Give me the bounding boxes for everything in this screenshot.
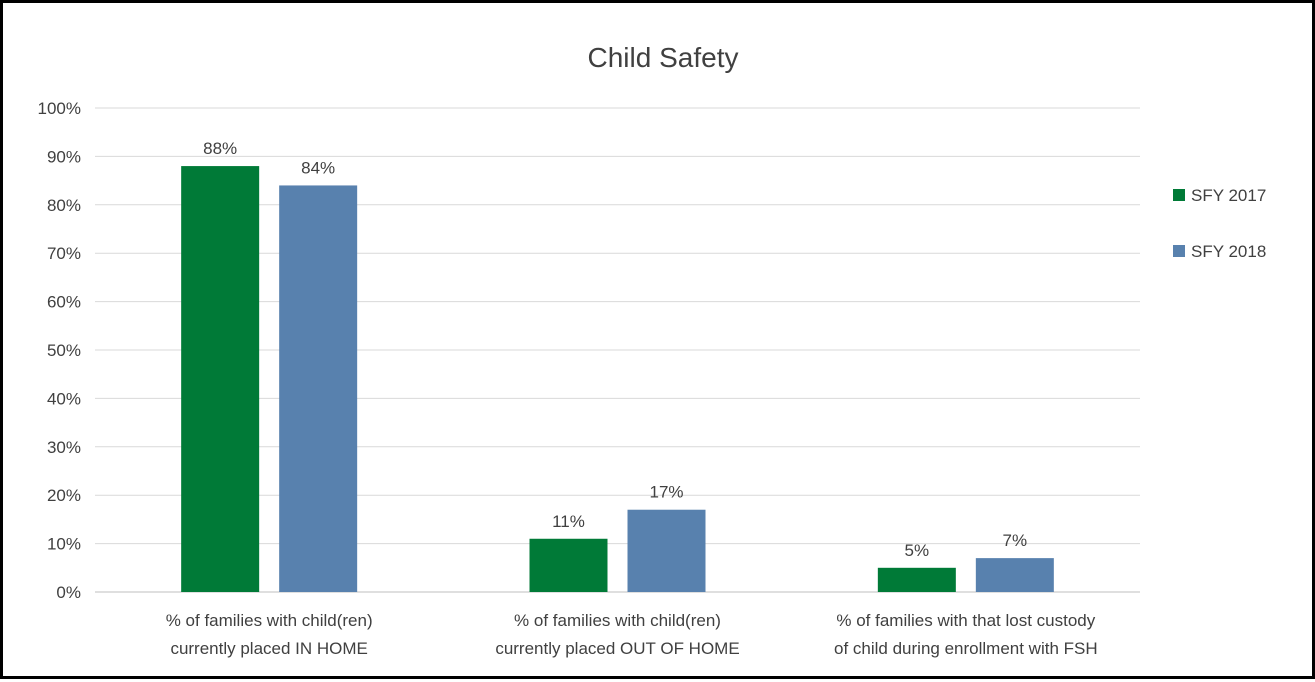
legend-swatch [1173,245,1185,257]
category-label: % of families with child(ren) [514,611,721,630]
gridlines [95,107,1140,593]
data-labels: 88% 84% 11% 17% 5% 7% [203,139,1027,560]
bar [279,185,358,592]
y-tick-label: 20% [47,486,81,505]
x-axis-category-labels: % of families with child(ren) currently p… [166,611,1098,658]
bar [181,166,260,592]
data-label: 7% [1003,531,1028,550]
legend: SFY 2017 SFY 2018 [1173,186,1266,261]
y-tick-label: 30% [47,438,81,457]
category-label: % of families with that lost custody [836,611,1095,630]
chart-title: Child Safety [588,42,739,73]
category-label: currently placed OUT OF HOME [495,639,739,658]
category-label: % of families with child(ren) [166,611,373,630]
y-tick-label: 50% [47,341,81,360]
y-tick-label: 100% [38,99,81,118]
y-tick-label: 90% [47,147,81,166]
bar [877,567,956,592]
legend-label: SFY 2018 [1191,242,1266,261]
category-label: currently placed IN HOME [170,639,367,658]
bars [181,166,1054,592]
y-axis-tick-labels: 0% 10% 20% 30% 40% 50% 60% 70% 80% 90% 100% [38,99,81,602]
y-tick-label: 10% [47,535,81,554]
bar-chart: Child Safety 0% 10% 20% 30% 40% 50% 60% 70% 80% 9… [38,42,1267,658]
data-label: 84% [301,158,335,177]
y-tick-label: 60% [47,293,81,312]
data-label: 88% [203,139,237,158]
bar [529,538,608,592]
y-tick-label: 80% [47,196,81,215]
data-label: 5% [905,541,930,560]
data-label: 11% [552,512,585,531]
y-tick-label: 70% [47,244,81,263]
data-label: 17% [649,483,683,502]
category-label: of child during enrollment with FSH [834,639,1098,658]
bar [975,558,1054,592]
bar [627,509,706,592]
legend-swatch [1173,189,1185,201]
legend-label: SFY 2017 [1191,186,1266,205]
y-tick-label: 40% [47,389,81,408]
y-tick-label: 0% [56,583,81,602]
